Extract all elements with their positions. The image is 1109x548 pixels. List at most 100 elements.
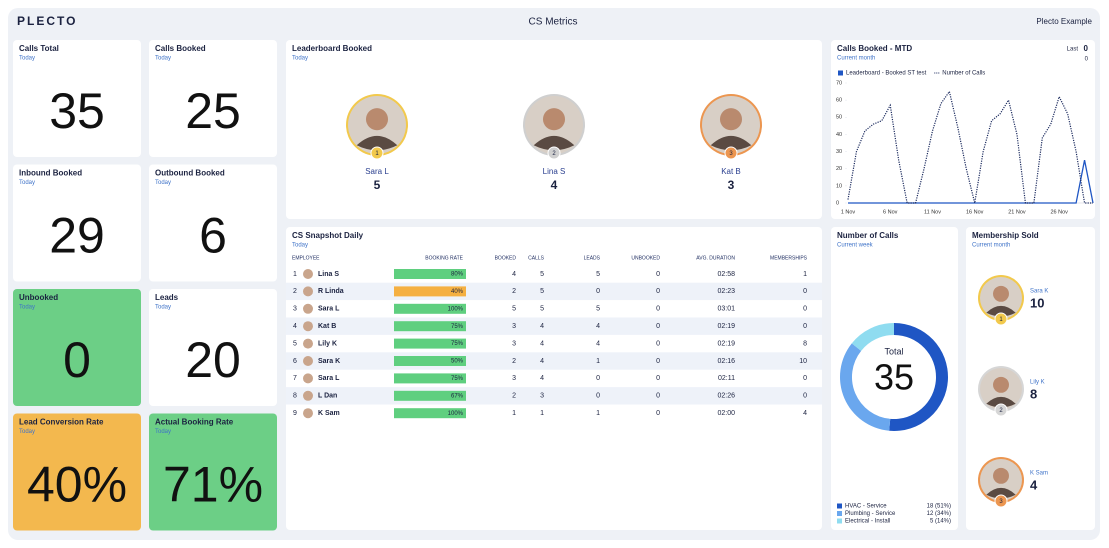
legend-swatch <box>837 503 842 509</box>
x-tick-label: 16 Nov <box>966 209 984 215</box>
column-header: LEADS <box>584 255 601 261</box>
cell-unbooked: 0 <box>656 375 660 382</box>
leader-name: Kat B <box>721 167 741 176</box>
kpi-period: Today <box>19 180 35 186</box>
cell-booked: 4 <box>512 271 516 278</box>
kpi-title: Calls Total <box>19 44 59 53</box>
rank-number: 1 <box>375 151 379 157</box>
widget-period: Current month <box>972 243 1010 249</box>
cell-leads: 4 <box>596 340 600 347</box>
rank-badge <box>994 403 1008 417</box>
kpi-card <box>13 413 141 531</box>
row-stripe <box>286 282 822 301</box>
kpi-card <box>149 40 277 157</box>
widget-card <box>831 227 958 530</box>
member-value: 4 <box>1030 477 1038 492</box>
column-header: BOOKING RATE <box>425 255 463 261</box>
rank-number: 3 <box>729 151 733 157</box>
kpi-card <box>149 164 277 282</box>
row-rank: 9 <box>293 410 297 417</box>
widget-period: Current week <box>837 243 874 249</box>
donut-center-label: Total <box>884 346 903 356</box>
cell-avg-duration: 02:11 <box>718 375 735 382</box>
avatar-body <box>710 135 752 151</box>
x-tick-label: 6 Nov <box>883 209 898 215</box>
donut-segment <box>840 343 891 431</box>
rank-badge <box>547 146 561 160</box>
cell-leads: 0 <box>596 375 600 382</box>
line-series <box>848 160 1094 204</box>
donut-segment <box>851 323 894 351</box>
cell-calls: 5 <box>540 306 544 313</box>
row-rank: 3 <box>293 306 297 313</box>
booking-rate-bar <box>394 286 466 297</box>
cell-leads: 5 <box>596 271 600 278</box>
legend-label: Electrical - Install <box>845 519 890 525</box>
cell-booking-rate: 100% <box>448 411 464 417</box>
kpi-title: Outbound Booked <box>155 169 225 178</box>
rank-number: 1 <box>999 317 1003 323</box>
leader-value: 3 <box>728 178 735 192</box>
account-name[interactable]: Plecto Example <box>1036 17 1092 26</box>
x-tick-label: 21 Nov <box>1008 209 1026 215</box>
leader-name: Lina S <box>543 167 566 176</box>
cell-calls: 4 <box>540 340 544 347</box>
last-value: 0 <box>1084 44 1089 53</box>
row-rank: 4 <box>293 323 297 330</box>
kpi-card <box>149 289 277 406</box>
cell-calls: 4 <box>540 375 544 382</box>
cell-memberships: 0 <box>803 375 807 382</box>
row-stripe <box>286 317 822 335</box>
employee-name: Lina S <box>318 271 339 278</box>
last-label: Last <box>1067 47 1079 53</box>
legend-label: Leaderboard - Booked ST test <box>846 71 927 77</box>
legend-value: 12 (34%) <box>927 511 951 517</box>
rank-badge <box>724 146 738 160</box>
kpi-title: Leads <box>155 293 179 302</box>
employee-avatar <box>303 286 313 297</box>
widget-period: Today <box>292 56 308 62</box>
cell-booking-rate: 75% <box>451 341 464 347</box>
column-header: UNBOOKED <box>631 255 660 261</box>
cell-booked: 1 <box>512 410 516 417</box>
employee-name: Sara K <box>318 358 340 365</box>
cell-avg-duration: 03:01 <box>717 306 735 313</box>
cell-memberships: 4 <box>803 410 807 417</box>
kpi-period: Today <box>155 56 171 62</box>
kpi-card <box>13 164 141 282</box>
avatar-head <box>365 108 389 131</box>
cell-unbooked: 0 <box>656 323 660 330</box>
row-rank: 5 <box>293 340 297 347</box>
employee-name: L Dan <box>318 393 337 400</box>
avatar-head <box>542 108 566 131</box>
cell-avg-duration: 02:19 <box>717 323 735 330</box>
employee-name: Lily K <box>318 340 337 347</box>
booking-rate-bar <box>394 269 466 279</box>
avatar-head <box>993 376 1009 393</box>
widget-period: Today <box>292 243 308 249</box>
avatar-head <box>993 285 1009 302</box>
cell-memberships: 0 <box>803 393 807 400</box>
row-rank: 2 <box>293 288 297 295</box>
cell-leads: 1 <box>596 358 600 365</box>
employee-name: K Sam <box>318 410 340 417</box>
widget-period: Current month <box>837 56 875 62</box>
cell-leads: 0 <box>596 288 600 295</box>
y-tick-label: 20 <box>836 166 842 172</box>
employee-name: Sara L <box>318 306 340 313</box>
cell-unbooked: 0 <box>656 410 660 417</box>
kpi-period: Today <box>19 305 35 311</box>
avatar-head <box>993 467 1009 484</box>
column-header: EMPLOYEE <box>292 255 320 261</box>
donut-total: 35 <box>874 357 914 398</box>
kpi-title: Lead Conversion Rate <box>19 418 104 427</box>
cell-booked: 5 <box>512 306 516 313</box>
cell-booked: 3 <box>512 323 516 330</box>
legend-swatch <box>837 518 842 524</box>
leader-value: 5 <box>374 178 381 192</box>
employee-avatar <box>303 408 313 419</box>
cell-avg-duration: 02:16 <box>717 358 735 365</box>
employee-avatar <box>303 269 313 279</box>
kpi-period: Today <box>155 429 171 435</box>
